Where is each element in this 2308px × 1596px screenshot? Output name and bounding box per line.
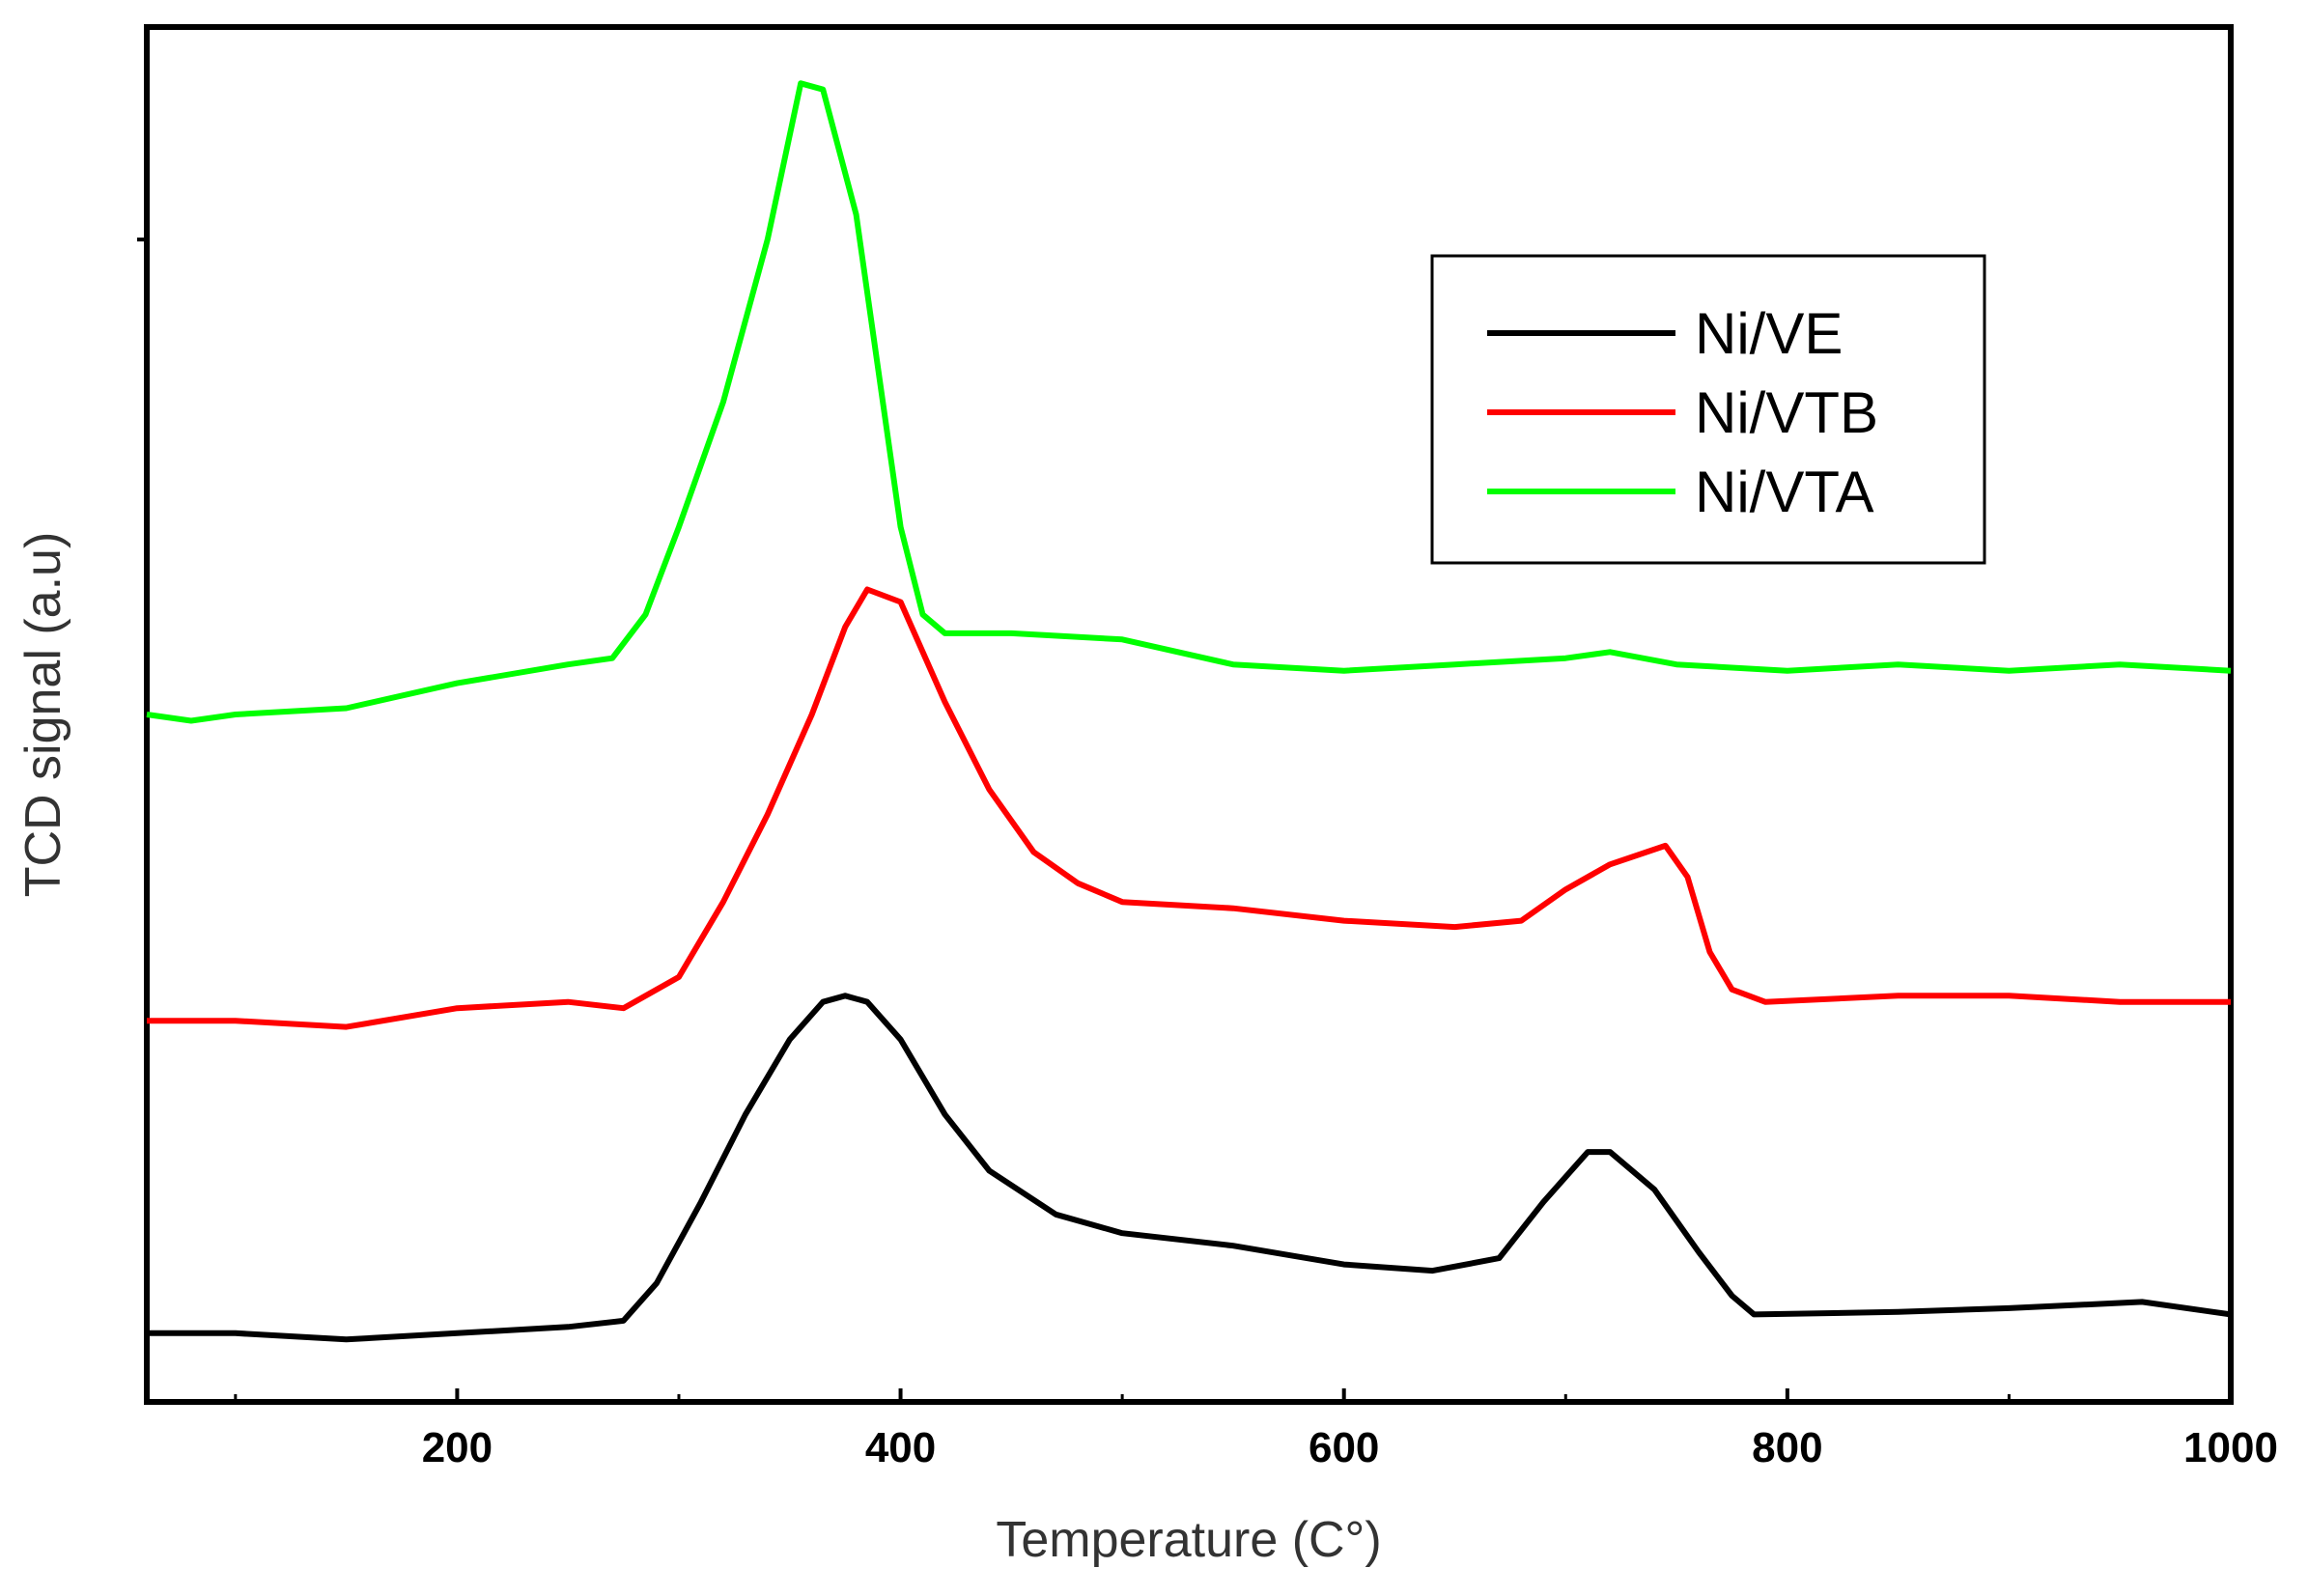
series-layer (146, 80, 2232, 1343)
x-tick-label-1000: 1000 (2183, 1424, 2278, 1471)
x-tick-label-600: 600 (1309, 1424, 1379, 1471)
legend-label: Ni/VE (1695, 301, 1843, 366)
series-line-ni-vta (146, 80, 2232, 724)
x-tick-label-800: 800 (1752, 1424, 1822, 1471)
plot-frame (144, 24, 2234, 1405)
legend: Ni/VE Ni/VTB Ni/VTA (1430, 254, 1986, 565)
legend-label: Ni/VTA (1695, 460, 1874, 524)
x-tick-label-400: 400 (865, 1424, 936, 1471)
x-axis-ticks: 200 400 600 800 1000 (234, 1388, 2278, 1471)
x-tick-label-200: 200 (422, 1424, 493, 1471)
series-line-ni-vtb (147, 586, 2231, 1030)
x-axis-title: Temperature (C°) (996, 1512, 1381, 1568)
legend-label: Ni/VTB (1695, 380, 1878, 445)
y-axis-title: TCD signal (a.u) (15, 532, 71, 898)
series-line-ni-ve (147, 993, 2232, 1343)
